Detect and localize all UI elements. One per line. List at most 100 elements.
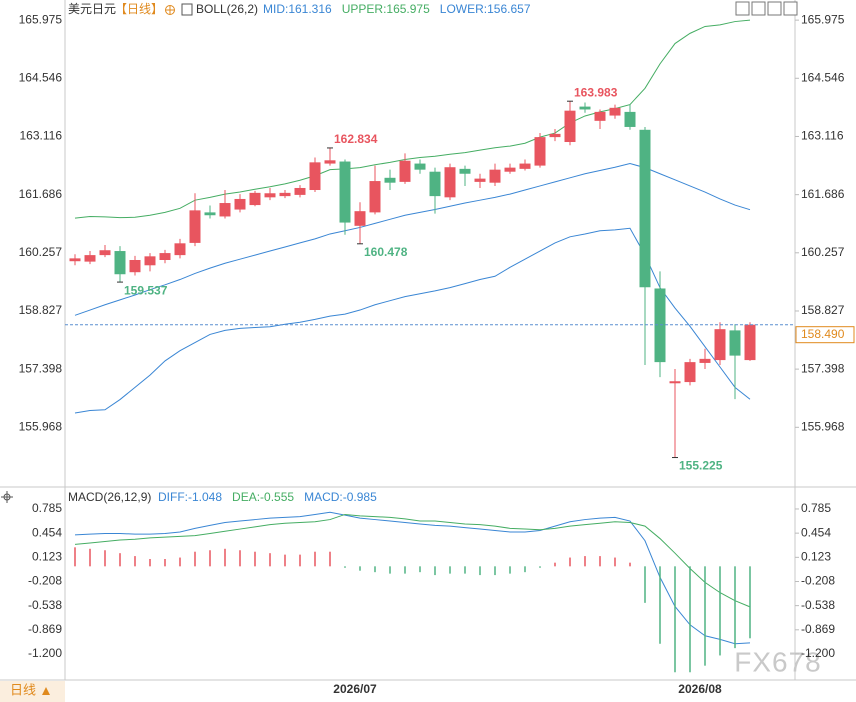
candle-body	[159, 253, 171, 260]
y-tick-label: 0.454	[801, 525, 831, 539]
y-tick-label: 0.123	[801, 550, 831, 564]
candle-body	[459, 168, 471, 174]
candle-body	[384, 177, 396, 183]
candle-body	[249, 192, 261, 206]
y-tick-label: 158.827	[801, 303, 845, 317]
candle-body	[414, 163, 426, 170]
y-tick-label: -0.208	[801, 574, 835, 588]
legend-entry: UPPER:165.975	[342, 2, 430, 16]
boll-line	[74, 163, 751, 316]
candle-body	[594, 111, 606, 121]
candle-body	[204, 212, 216, 216]
candle-body	[579, 106, 591, 110]
y-tick-label: 163.116	[20, 129, 63, 143]
candle-body	[264, 193, 276, 198]
boll-line	[74, 19, 751, 219]
macd-line	[74, 513, 751, 608]
last-price-box	[795, 326, 855, 344]
legend-entry: DIFF:-1.048	[158, 490, 222, 504]
y-tick-label: 160.257	[19, 245, 63, 259]
y-tick-label: 163.116	[801, 129, 844, 143]
x-tick-label: 2026/07	[333, 682, 377, 696]
candle-body	[669, 381, 681, 384]
legend-entry: MID:161.316	[263, 2, 332, 16]
add-icon[interactable]	[165, 5, 175, 15]
candle-body	[69, 258, 81, 262]
y-tick-label: 158.827	[19, 303, 63, 317]
y-tick-label: -0.538	[801, 598, 835, 612]
candle-body	[429, 171, 441, 197]
macd-icon[interactable]	[1, 491, 13, 503]
candle-body	[84, 255, 96, 262]
y-tick-label: -0.869	[801, 622, 835, 636]
watermark: FX678	[734, 646, 822, 677]
y-tick-label: 161.686	[19, 187, 63, 201]
y-tick-label: -0.538	[28, 598, 62, 612]
y-tick-label: 160.257	[801, 245, 845, 259]
x-tick-label: 2026/08	[678, 682, 722, 696]
candle-body	[564, 110, 576, 143]
macd-line	[74, 511, 751, 645]
annotation-label: 155.225	[679, 459, 723, 473]
candle-body	[654, 288, 666, 363]
candle-body	[279, 192, 291, 197]
candle-body	[354, 211, 366, 226]
candle-body	[534, 137, 546, 166]
candle-body	[324, 160, 336, 164]
y-tick-label: 165.975	[801, 12, 845, 26]
candle-body	[219, 203, 231, 217]
candle-body	[624, 111, 636, 127]
candle-body	[519, 163, 531, 169]
y-tick-label: -1.200	[801, 646, 835, 660]
annotation-label: 162.834	[334, 132, 378, 146]
tool-button[interactable]	[751, 1, 766, 16]
candle-body	[399, 160, 411, 182]
candle-body	[144, 256, 156, 266]
candle-body	[444, 167, 456, 198]
candle-body	[684, 362, 696, 383]
candle-body	[114, 251, 126, 275]
annotation-label: 163.983	[574, 85, 618, 99]
period-tab-label[interactable]: 日线	[10, 682, 36, 697]
y-tick-label: 165.975	[19, 12, 63, 26]
y-tick-label: 155.968	[19, 419, 63, 433]
y-tick-label: 157.398	[19, 361, 63, 375]
candle-body	[489, 169, 501, 183]
y-tick-label: 0.785	[801, 501, 831, 515]
tab-arrow[interactable]	[42, 687, 50, 695]
period-label[interactable]: 【日线】	[115, 2, 163, 16]
candle-body	[309, 162, 321, 191]
boll-line	[74, 227, 751, 414]
candle-body	[639, 129, 651, 288]
annotation-label: 160.478	[364, 245, 408, 259]
y-tick-label: -0.208	[28, 574, 62, 588]
tool-button[interactable]	[735, 1, 750, 16]
last-price-label: 158.490	[801, 327, 845, 341]
candle-body	[474, 178, 486, 182]
y-tick-label: 157.398	[801, 361, 845, 375]
candle-body	[339, 161, 351, 223]
legend-entry: LOWER:156.657	[440, 2, 531, 16]
y-tick-label: 0.123	[32, 550, 62, 564]
candle-body	[294, 187, 306, 195]
period-tab[interactable]	[0, 681, 65, 702]
legend-entry: DEA:-0.555	[232, 490, 294, 504]
candle-body	[189, 210, 201, 243]
candle-body	[504, 167, 516, 172]
candle-body	[234, 198, 246, 210]
y-tick-label: -0.869	[28, 622, 62, 636]
tool-button[interactable]	[767, 1, 782, 16]
y-tick-label: -1.200	[28, 646, 62, 660]
y-tick-label: 164.546	[801, 70, 845, 84]
candle-body	[714, 329, 726, 361]
y-tick-label: 0.454	[32, 525, 62, 539]
candle-body	[99, 250, 111, 256]
candle-body	[699, 358, 711, 363]
indicator-icon[interactable]	[181, 3, 193, 16]
tool-button[interactable]	[783, 1, 798, 16]
candle-body	[729, 330, 741, 356]
